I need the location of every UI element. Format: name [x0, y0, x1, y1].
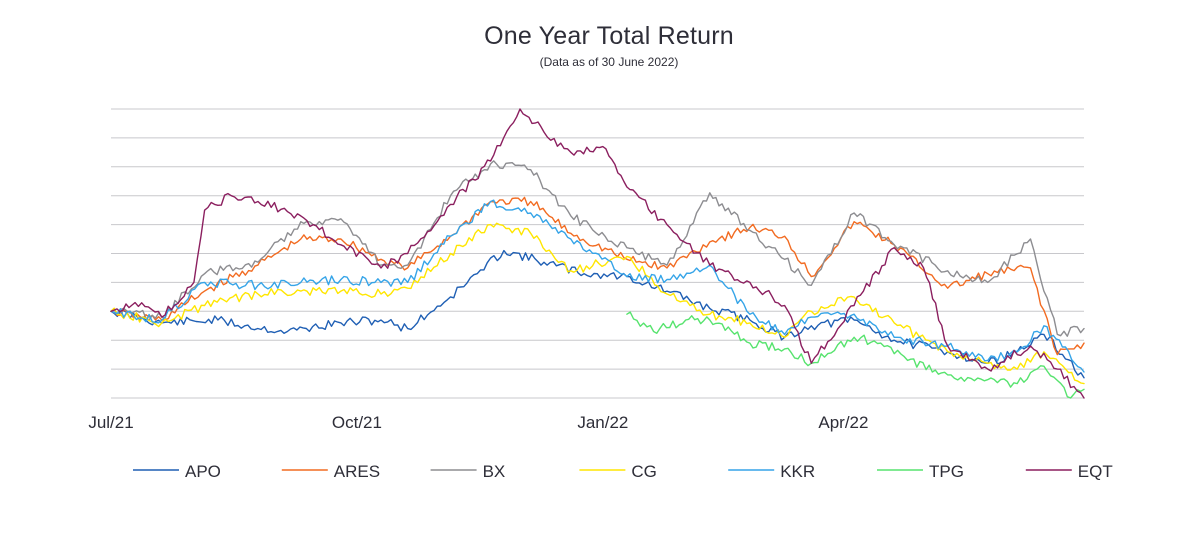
chart-title: One Year Total Return: [484, 22, 734, 50]
legend-label-cg: CG: [631, 462, 657, 481]
legend-label-ares: ARES: [334, 462, 380, 481]
legend-label-apo: APO: [185, 462, 221, 481]
series-line-bx: [110, 160, 1085, 337]
legend-label-bx: BX: [483, 462, 506, 481]
series-line-cg: [110, 222, 1085, 385]
x-tick-label: Oct/21: [332, 413, 382, 432]
chart-subtitle: (Data as of 30 June 2022): [539, 55, 679, 69]
legend-label-eqt: EQT: [1078, 462, 1113, 481]
legend-label-tpg: TPG: [929, 462, 964, 481]
x-tick-label: Jul/21: [88, 413, 133, 432]
series-line-tpg: [626, 311, 1085, 399]
x-tick-label: Apr/22: [818, 413, 868, 432]
x-tick-label: Jan/22: [577, 413, 628, 432]
series-group: [110, 108, 1085, 399]
legend: APO ARES BX CG KKR TPG EQT: [133, 462, 1113, 481]
series-line-ares: [110, 196, 1085, 356]
series-line-kkr: [110, 199, 1085, 373]
series-line-eqt: [110, 108, 1085, 399]
legend-label-kkr: KKR: [780, 462, 815, 481]
x-axis-ticks: Jul/21 Oct/21 Jan/22 Apr/22: [88, 413, 868, 432]
